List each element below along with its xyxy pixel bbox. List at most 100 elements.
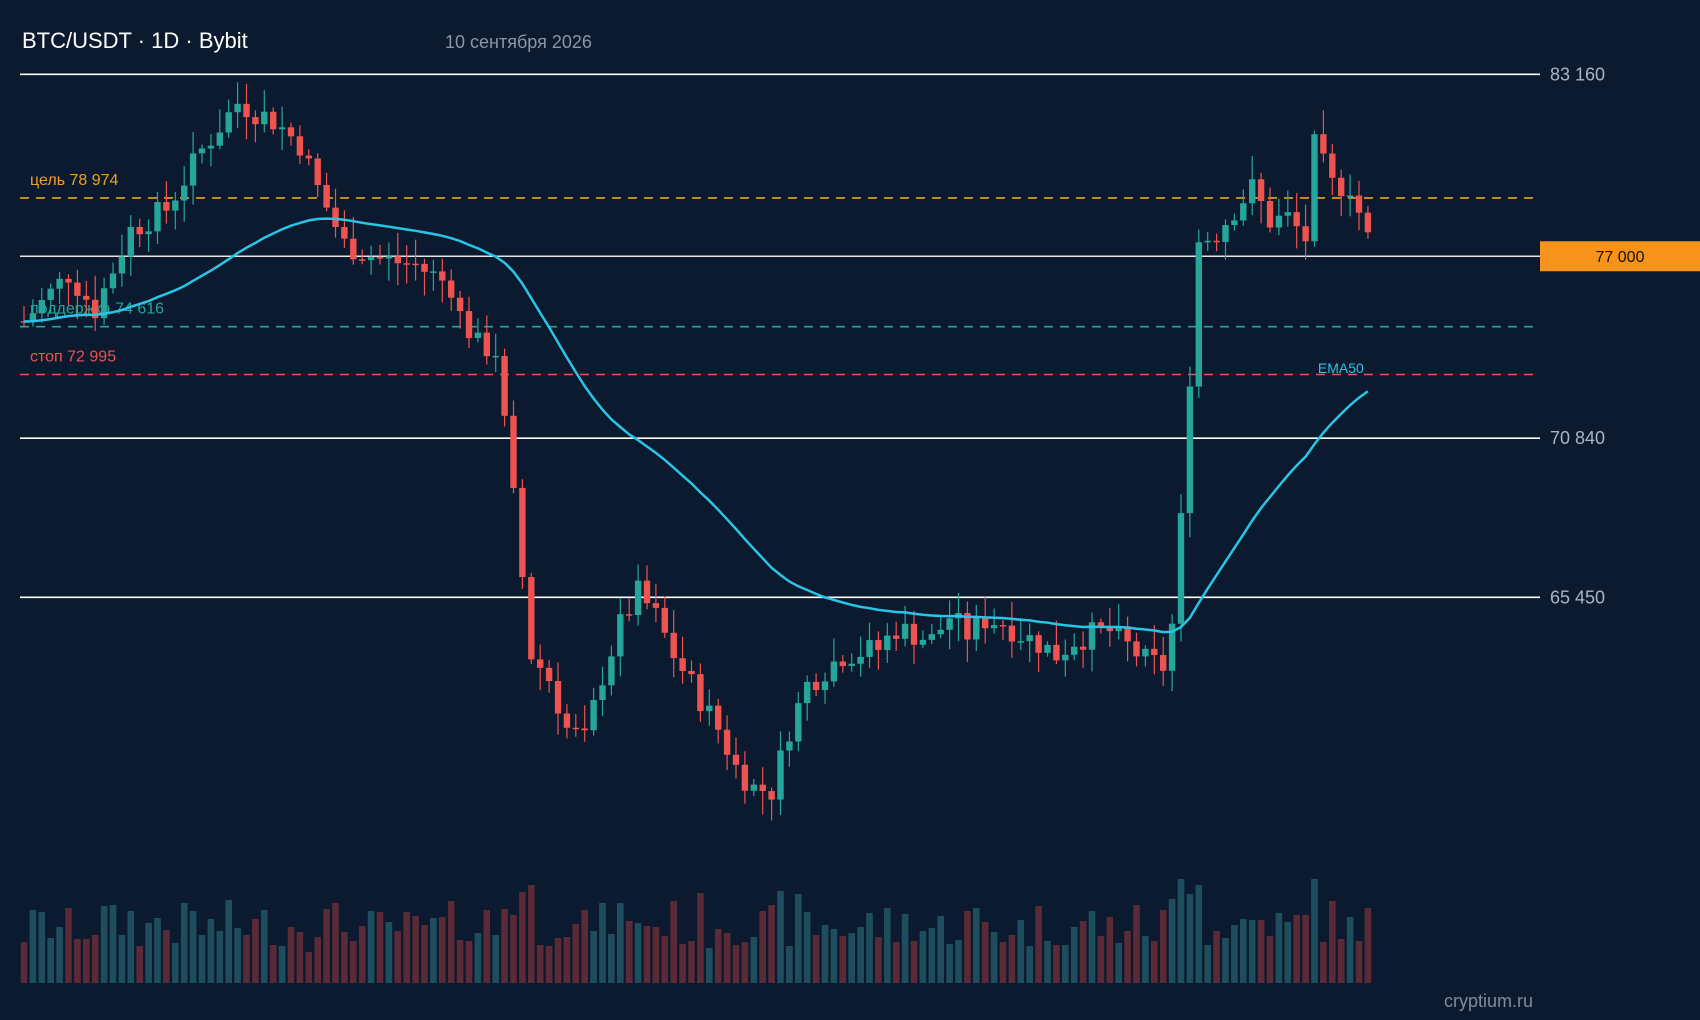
volume-bar — [430, 918, 437, 983]
candle-body — [875, 640, 882, 650]
candle-body — [1338, 177, 1345, 197]
candle — [572, 714, 579, 737]
candle-body — [430, 271, 437, 273]
candle-body — [376, 257, 384, 259]
candle-body — [1053, 644, 1060, 661]
candle — [1062, 639, 1069, 677]
candle-body — [652, 603, 660, 608]
candle-body — [1062, 654, 1069, 661]
candle-body — [1008, 625, 1016, 642]
volume-bar — [74, 939, 81, 983]
candle-body — [474, 332, 482, 339]
candle-body — [795, 703, 802, 742]
candle-body — [919, 639, 927, 645]
volume-bar — [955, 940, 962, 983]
volume-bar — [127, 911, 135, 983]
level-label: 83 160 — [1550, 64, 1605, 84]
volume-bar — [225, 900, 232, 983]
candle-body — [118, 256, 126, 274]
volume-bar — [350, 941, 357, 983]
candle — [412, 239, 419, 281]
candle — [305, 149, 312, 166]
candle-body — [421, 263, 428, 272]
volume-bar — [358, 926, 366, 983]
volume-bar — [750, 937, 758, 983]
volume-bar — [1026, 946, 1033, 983]
volume-bar — [590, 931, 597, 983]
volume-bar — [625, 921, 633, 983]
volume-bar — [875, 937, 882, 983]
candle — [127, 215, 134, 276]
chart-title: BTC/USDT · 1D · Bybit — [22, 28, 248, 53]
volume-bar — [643, 926, 651, 983]
candle — [234, 82, 241, 128]
volume-bar — [1062, 945, 1069, 983]
volume-bar — [536, 945, 544, 983]
candle — [376, 244, 384, 265]
volume-bar — [207, 919, 215, 983]
volume-bar — [839, 936, 847, 983]
candle — [706, 689, 713, 726]
candle — [617, 597, 624, 677]
candle-body — [127, 226, 134, 257]
volume-bar — [714, 929, 722, 983]
volume-bar — [919, 931, 927, 983]
candle-body — [136, 226, 143, 235]
candle-body — [554, 681, 562, 714]
candle-body — [1329, 153, 1336, 178]
volume-bar — [732, 945, 740, 983]
volume-bar — [447, 901, 455, 983]
volume-bar — [314, 937, 321, 983]
candle-body — [1079, 646, 1087, 650]
candle-body — [287, 127, 295, 137]
price-tags: 77 000 — [1540, 241, 1700, 272]
candle-body — [100, 288, 108, 319]
volume-bar — [269, 945, 277, 983]
volume-bar — [652, 927, 660, 983]
volume-bar — [554, 938, 562, 983]
candle — [1186, 366, 1194, 538]
candle-body — [893, 635, 900, 639]
candle — [964, 601, 971, 662]
volume-bar — [510, 915, 517, 983]
volume-bar — [1204, 945, 1211, 983]
volume-bar — [1231, 925, 1238, 983]
candle — [919, 630, 927, 649]
candle-body — [804, 681, 811, 704]
volume-bar — [768, 905, 775, 983]
volume-bar — [777, 891, 784, 983]
candle — [145, 219, 152, 252]
volume-bar — [1293, 915, 1300, 983]
volume-bar — [154, 918, 161, 983]
candle — [652, 584, 660, 623]
candle-body — [999, 625, 1007, 627]
volume-bar — [1133, 905, 1140, 983]
volume-bar — [29, 910, 37, 983]
candle-body — [679, 658, 686, 671]
candle-body — [1071, 646, 1078, 655]
candle — [946, 600, 953, 650]
volume-bar — [216, 931, 224, 983]
volume-bar — [679, 944, 686, 983]
volume-bar — [474, 933, 482, 983]
volume-bar — [1177, 879, 1185, 983]
candle-body — [608, 656, 615, 686]
volume-bar — [1017, 920, 1025, 983]
candle-body — [20, 321, 28, 323]
candle — [1195, 229, 1202, 398]
candle-body — [394, 256, 401, 264]
candle — [1133, 632, 1140, 667]
volume-bar — [572, 924, 580, 983]
volume-bar — [1079, 921, 1087, 983]
volume-bar — [1275, 913, 1283, 983]
candle-body — [1186, 386, 1194, 514]
candle — [679, 636, 686, 684]
volume-bar — [759, 911, 766, 983]
candle — [1222, 219, 1229, 260]
candle-body — [234, 103, 241, 113]
candle-body — [1151, 648, 1158, 656]
candle — [1035, 631, 1042, 672]
candle-body — [163, 202, 170, 211]
volume-bar — [56, 927, 63, 983]
volume-bar — [990, 932, 998, 983]
